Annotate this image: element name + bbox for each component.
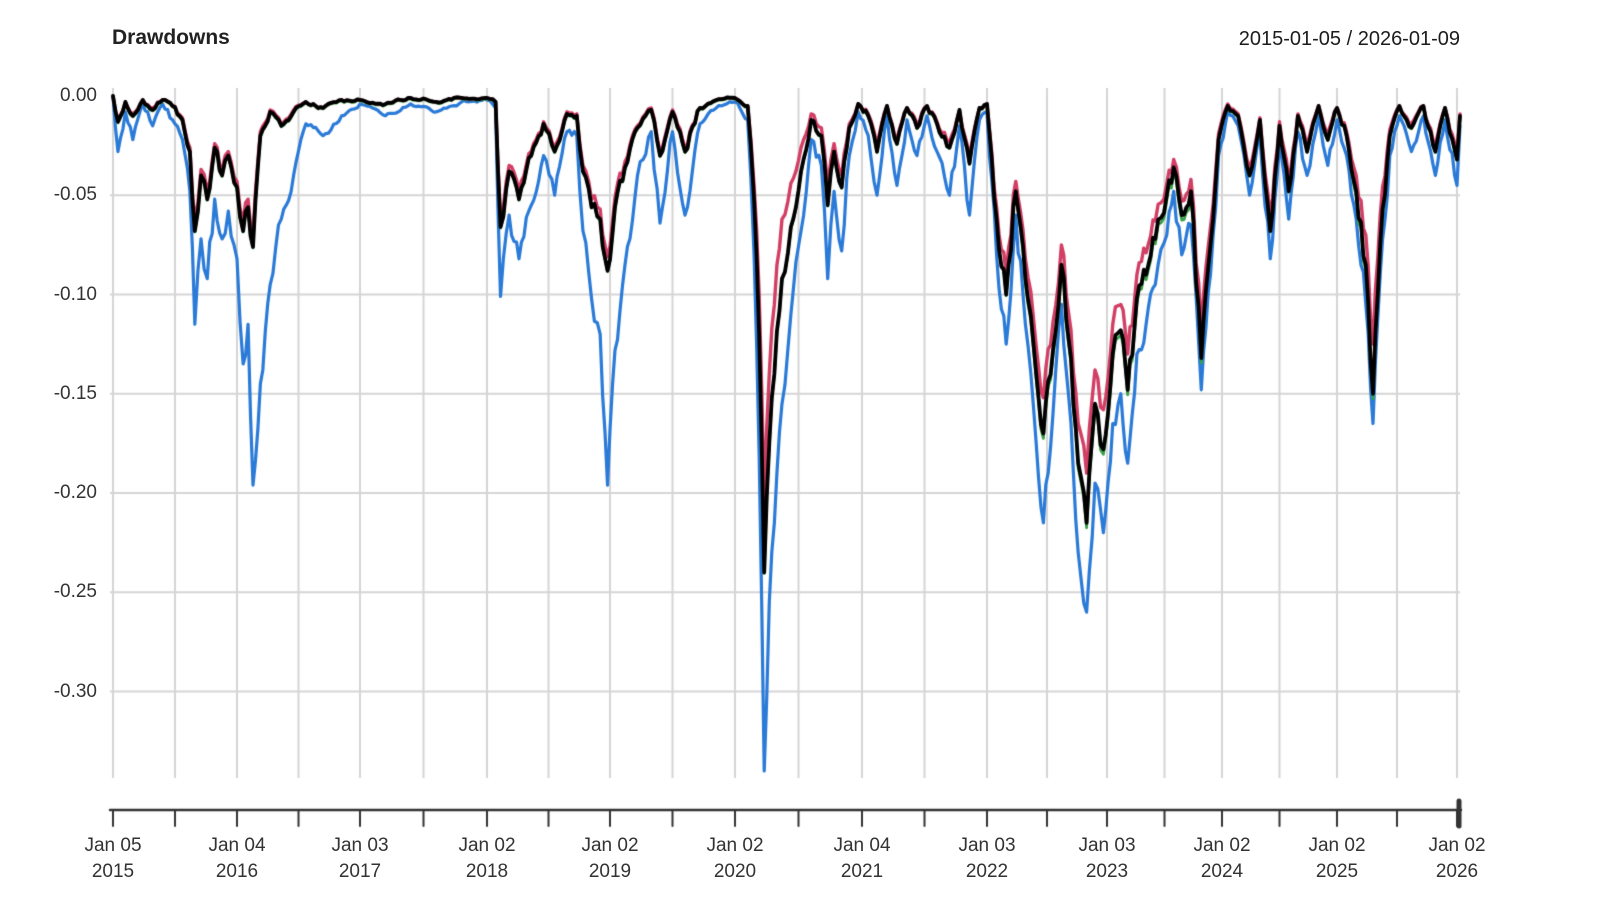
y-axis-tick-label: -0.10 — [53, 283, 97, 305]
x-axis-tick-label: Jan 03 2023 — [1042, 833, 1172, 885]
x-axis-tick-label-year: 2025 — [1315, 861, 1359, 882]
chart-date-range: 2015-01-05 / 2026-01-09 — [1238, 28, 1460, 50]
x-axis-tick-label-year: 2026 — [1435, 861, 1479, 882]
x-axis-tick-label-date: Jan 02 — [581, 835, 639, 856]
x-axis-tick-label: Jan 03 2017 — [295, 833, 425, 885]
x-axis-tick-label-date: Jan 04 — [833, 835, 891, 856]
x-axis-tick-label: Jan 04 2021 — [797, 833, 927, 885]
x-axis-tick-label-date: Jan 02 — [706, 835, 764, 856]
x-axis-tick-label-date: Jan 04 — [208, 835, 266, 856]
x-axis-tick-label-year: 2015 — [91, 861, 135, 882]
x-axis-tick-label-date: Jan 02 — [1308, 835, 1366, 856]
x-axis-tick-label-year: 2024 — [1200, 861, 1244, 882]
x-axis-tick-label-date: Jan 05 — [84, 835, 142, 856]
y-axis-tick-label: -0.25 — [53, 581, 97, 603]
x-axis-tick-label: Jan 02 2025 — [1272, 833, 1402, 885]
x-axis-tick-label-year: 2020 — [713, 861, 757, 882]
x-axis-tick-label-year: 2021 — [840, 861, 884, 882]
x-axis-tick-label: Jan 02 2026 — [1392, 833, 1522, 885]
x-axis-tick-label-date: Jan 02 — [1193, 835, 1251, 856]
x-axis-tick-label-date: Jan 02 — [1428, 835, 1486, 856]
x-axis-tick-label-year: 2019 — [588, 861, 632, 882]
y-axis-tick-label: -0.30 — [53, 680, 97, 702]
x-axis-tick-label-date: Jan 02 — [458, 835, 516, 856]
chart-title: Drawdowns — [112, 26, 230, 49]
x-axis-tick-label-year: 2023 — [1085, 861, 1129, 882]
x-axis-tick-label: Jan 04 2016 — [172, 833, 302, 885]
y-axis-tick-label: -0.05 — [53, 184, 97, 206]
y-axis-tick-label: -0.15 — [53, 382, 97, 404]
x-axis-tick-label-year: 2018 — [465, 861, 509, 882]
x-axis-tick-label-date: Jan 03 — [331, 835, 389, 856]
x-axis-tick-label-year: 2016 — [215, 861, 259, 882]
x-axis-tick-label: Jan 05 2015 — [48, 833, 178, 885]
x-axis-tick-label-date: Jan 03 — [958, 835, 1016, 856]
x-axis-tick-label: Jan 03 2022 — [922, 833, 1052, 885]
x-axis-tick-label: Jan 02 2018 — [422, 833, 552, 885]
y-axis-tick-label: -0.20 — [53, 482, 97, 503]
x-axis-tick-label-year: 2022 — [965, 861, 1009, 882]
x-axis-tick-label: Jan 02 2019 — [545, 833, 675, 885]
x-axis-tick-label-year: 2017 — [338, 861, 382, 882]
y-axis-tick-label: 0.00 — [60, 85, 97, 106]
x-axis-tick-label: Jan 02 2020 — [670, 833, 800, 885]
x-axis-tick-label-date: Jan 03 — [1078, 835, 1136, 856]
x-axis-tick-label: Jan 02 2024 — [1157, 833, 1287, 885]
